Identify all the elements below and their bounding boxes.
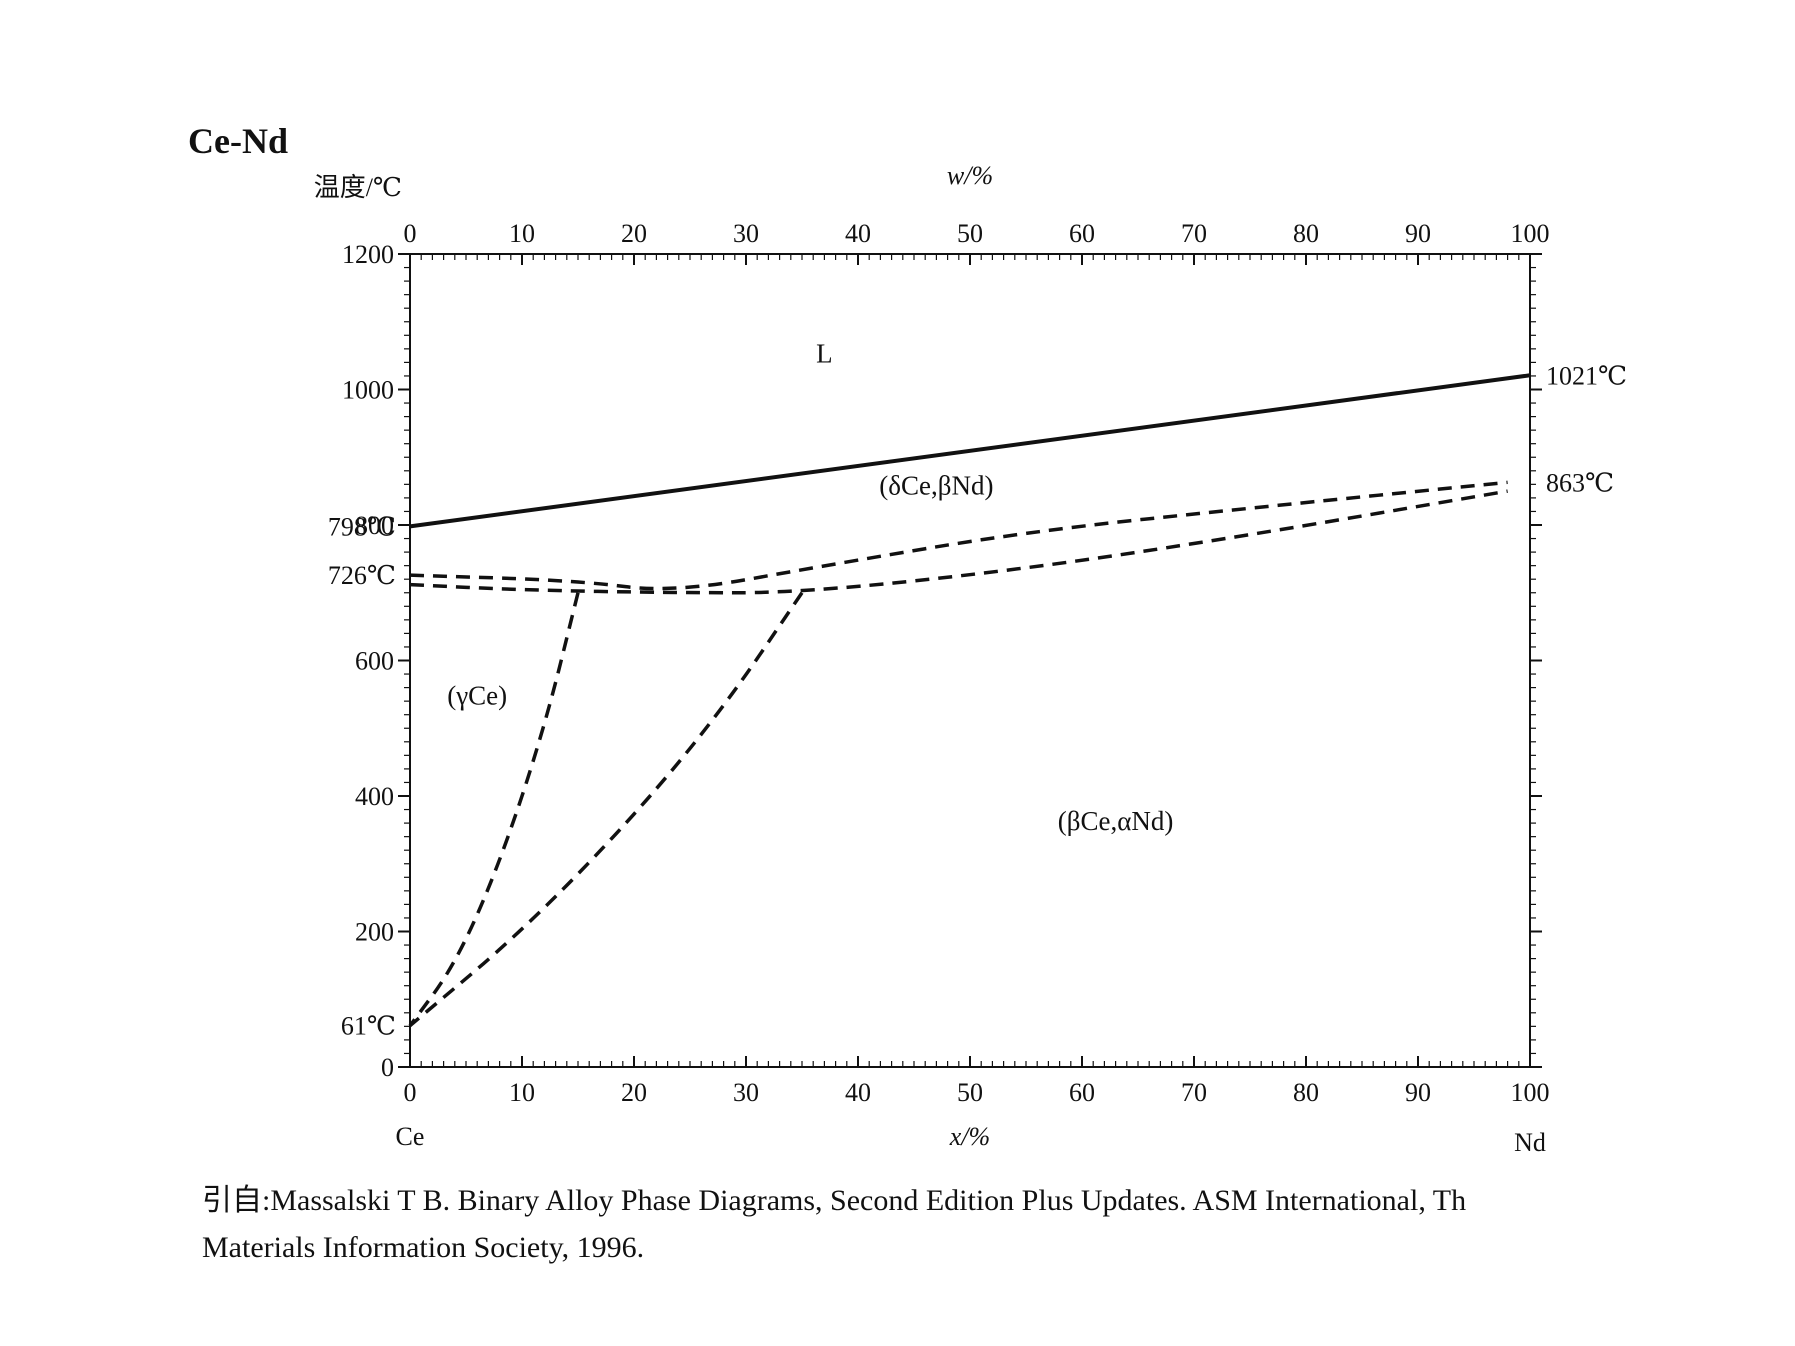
temperature-label: 726℃ <box>328 561 396 590</box>
x-tick-label: 90 <box>1405 1078 1431 1107</box>
phase-boundary-1 <box>409 373 1531 529</box>
x-axis-label: x/% <box>949 1122 990 1151</box>
x2-tick-label: 0 <box>404 219 417 248</box>
x2-tick-label: 80 <box>1293 219 1319 248</box>
x-tick-label: 30 <box>733 1078 759 1107</box>
x-tick-label: 60 <box>1069 1078 1095 1107</box>
x2-tick-label: 50 <box>957 219 983 248</box>
x-tick-label: 40 <box>845 1078 871 1107</box>
y-tick-label: 800 <box>355 511 394 540</box>
y-axis-label: 温度/℃ <box>314 173 402 202</box>
plot-border <box>409 253 1531 1068</box>
x-end-label-right: Nd <box>1514 1128 1546 1157</box>
y-tick-label: 1200 <box>342 240 394 269</box>
phase-boundaries <box>408 373 1531 1028</box>
phase-region-label: (βCe,αNd) <box>1058 806 1174 836</box>
phase-boundary-3 <box>409 489 1508 595</box>
y-tick-label: 400 <box>355 782 394 811</box>
temperature-label: 863℃ <box>1546 468 1614 497</box>
temperature-label: 1021℃ <box>1546 361 1627 390</box>
phase-region-label: (γCe) <box>447 681 507 711</box>
phase-boundary-4 <box>408 592 580 1027</box>
x-end-label-left: Ce <box>396 1122 425 1151</box>
x-tick-label: 50 <box>957 1078 983 1107</box>
x2-axis-label: w/% <box>947 161 993 190</box>
x-tick-label: 0 <box>404 1078 417 1107</box>
y-tick-label: 0 <box>381 1053 394 1082</box>
tick-labels: 0 10 20 30 40 50 60 70 80 90 1000 10 20 30 40 50 60 70 80 9… <box>314 161 1550 1157</box>
x2-tick-label: 10 <box>509 219 535 248</box>
plot-frame <box>409 253 1531 1068</box>
temperature-label: 61℃ <box>341 1012 396 1041</box>
x2-tick-label: 70 <box>1181 219 1207 248</box>
citation-line-1: 引自:Massalski T B. Binary Alloy Phase Dia… <box>202 1184 1467 1217</box>
axis-ticks <box>398 253 1542 1068</box>
x2-tick-label: 30 <box>733 219 759 248</box>
x2-tick-label: 40 <box>845 219 871 248</box>
phase-region-label: L <box>816 338 833 368</box>
x2-tick-label: 60 <box>1069 219 1095 248</box>
x-tick-label: 20 <box>621 1078 647 1107</box>
temperature-label: 798℃ <box>328 512 396 541</box>
citation-line-2: Materials Information Society, 1996. <box>202 1231 645 1264</box>
phase-region-label: (δCe,βNd) <box>879 471 993 501</box>
y-tick-label: 600 <box>355 647 394 676</box>
x-tick-label: 80 <box>1293 1078 1319 1107</box>
phase-boundary-5 <box>408 591 804 1028</box>
y-tick-label: 1000 <box>342 376 394 405</box>
x-tick-label: 100 <box>1511 1078 1550 1107</box>
phase-boundary-2 <box>409 480 1508 591</box>
x2-tick-label: 100 <box>1511 219 1550 248</box>
x-tick-label: 70 <box>1181 1078 1207 1107</box>
x2-tick-label: 20 <box>621 219 647 248</box>
annotations: 798℃ 726℃ 61℃ 1021℃ 863℃ L (δCe,βNd) (γCe) (βCe,… <box>328 338 1627 1040</box>
chart-title: Ce-Nd <box>188 121 288 161</box>
x-tick-label: 10 <box>509 1078 535 1107</box>
x2-tick-label: 90 <box>1405 219 1431 248</box>
y-tick-label: 200 <box>355 918 394 947</box>
